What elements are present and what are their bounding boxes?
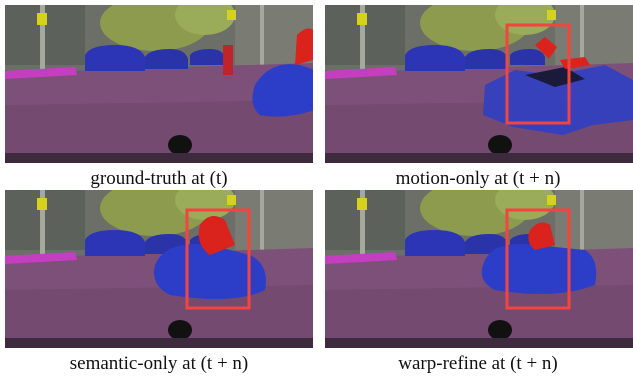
caption: warp-refine at (t + n) (398, 353, 557, 374)
image-motion-only (325, 0, 633, 163)
image-ground-truth (5, 0, 315, 163)
image-warp-refine (325, 180, 633, 348)
figure: ground-truth at (t) motion-only at (t + … (0, 0, 633, 377)
image-semantic-only (5, 180, 313, 348)
caption: ground-truth at (t) (90, 168, 227, 189)
caption: semantic-only at (t + n) (70, 353, 249, 374)
caption: motion-only at (t + n) (396, 168, 561, 189)
